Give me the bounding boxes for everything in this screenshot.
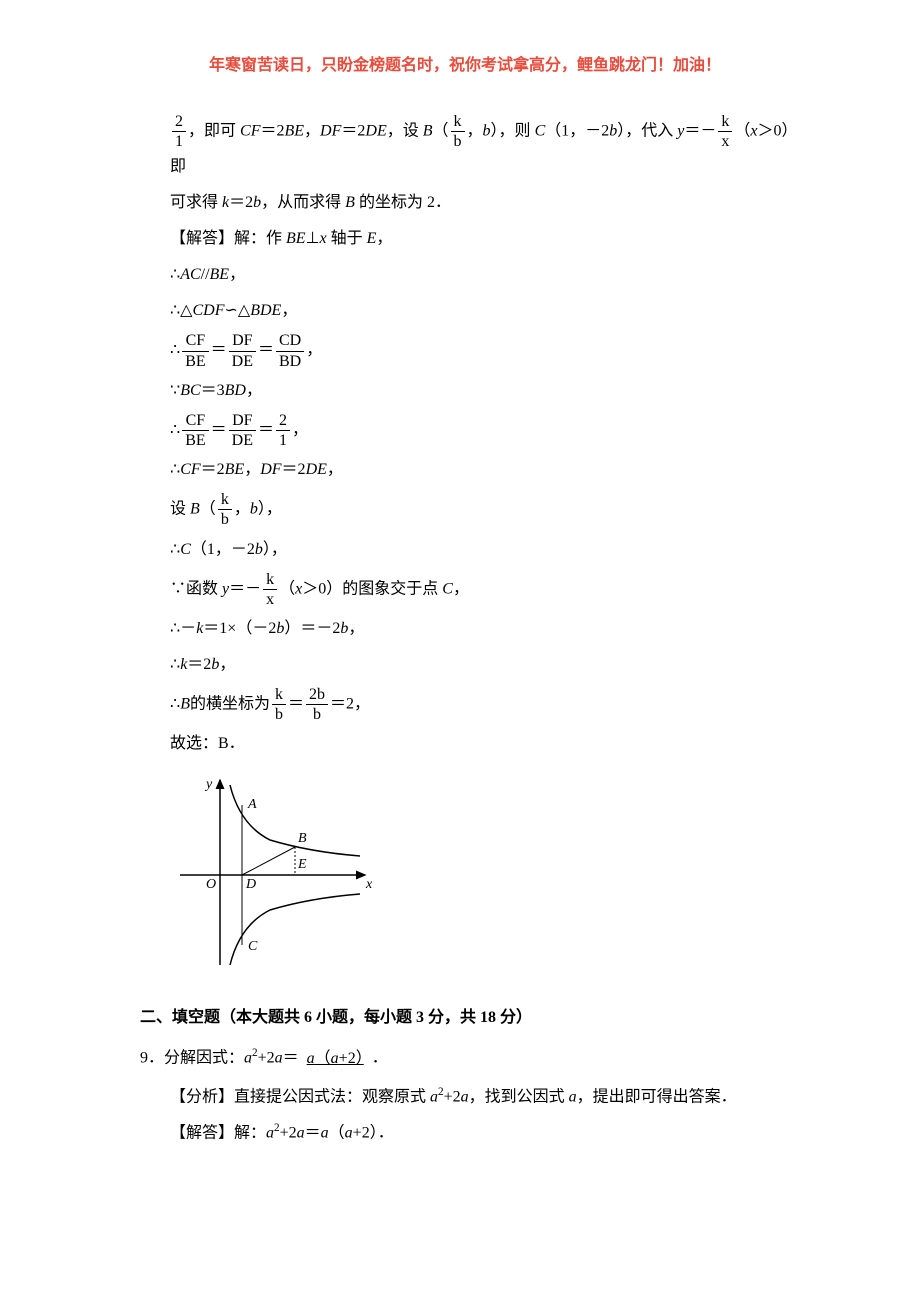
frac-2-1-b: 21 <box>276 411 290 450</box>
section-2-heading: 二、填空题（本大题共 6 小题，每小题 3 分，共 18 分） <box>140 1002 790 1034</box>
point-E-label: E <box>297 857 307 872</box>
frac-cf-be-1: CFBE <box>182 331 208 370</box>
point-C-label: C <box>248 939 258 954</box>
q9-analysis: 【分析】直接提公因式法：观察原式 a2+2a，找到公因式 a，提出即可得出答案． <box>140 1081 790 1113</box>
line-8: ∴CFBE＝DFDE＝21， <box>140 411 790 450</box>
line-15: ∴B的横坐标为kb＝2bb＝2， <box>140 685 790 724</box>
frac-k-b-1: kb <box>451 112 465 151</box>
frac-2-1: 2 1 <box>172 112 186 151</box>
frac-k-x-1: kx <box>718 112 732 151</box>
point-B-label: B <box>298 831 307 846</box>
line-16: 故选：B． <box>140 728 790 760</box>
line-11: ∴C（1，－2b）， <box>140 534 790 566</box>
frac-df-de-2: DFDE <box>229 411 256 450</box>
frac-2b-b: 2bb <box>306 685 328 724</box>
graph-figure: A B E D C O x y <box>170 770 790 982</box>
frac-df-de-1: DFDE <box>229 331 256 370</box>
frac-k-b-3: kb <box>272 685 286 724</box>
line-4: ∴AC//BE， <box>140 259 790 291</box>
y-axis-label: y <box>204 777 213 792</box>
line-3: 【解答】解：作 BE⊥x 轴于 E， <box>140 223 790 255</box>
line-1: 2 1 ，即可 CF＝2BE，DF＝2DE，设 B（kb，b），则 C（1，－2… <box>140 112 790 183</box>
origin-label: O <box>206 877 216 892</box>
line-13: ∴－k＝1×（－2b）＝－2b， <box>140 613 790 645</box>
page-header: 年寒窗苦读日，只盼金榜题名时，祝你考试拿高分，鲤鱼跳龙门！加油！ <box>140 50 790 82</box>
line-10: 设 B（kb，b）， <box>140 490 790 529</box>
frac-k-b-2: kb <box>218 490 232 529</box>
coordinate-graph: A B E D C O x y <box>170 770 380 970</box>
line-9: ∴CF＝2BE，DF＝2DE， <box>140 454 790 486</box>
frac-k-x-2: kx <box>263 570 277 609</box>
line-6: ∴CFBE＝DFDE＝CDBD， <box>140 331 790 370</box>
point-A-label: A <box>247 797 257 812</box>
x-axis-label: x <box>365 877 373 892</box>
frac-cf-be-2: CFBE <box>182 411 208 450</box>
line-14: ∴k＝2b， <box>140 649 790 681</box>
line-5: ∴△CDF∽△BDE， <box>140 295 790 327</box>
line-2: 可求得 k＝2b，从而求得 B 的坐标为 2． <box>140 187 790 219</box>
frac-cd-bd: CDBD <box>276 331 304 370</box>
question-9: 9．分解因式：a2+2a＝a（a+2）． <box>140 1042 790 1074</box>
line-12: ∵函数 y＝－kx（x＞0）的图象交于点 C， <box>140 570 790 609</box>
q9-solution: 【解答】解：a2+2a＝a（a+2）． <box>140 1117 790 1149</box>
answer-blank: a（a+2） <box>299 1050 372 1067</box>
line-7: ∵BC＝3BD， <box>140 375 790 407</box>
point-D-label: D <box>245 877 256 892</box>
